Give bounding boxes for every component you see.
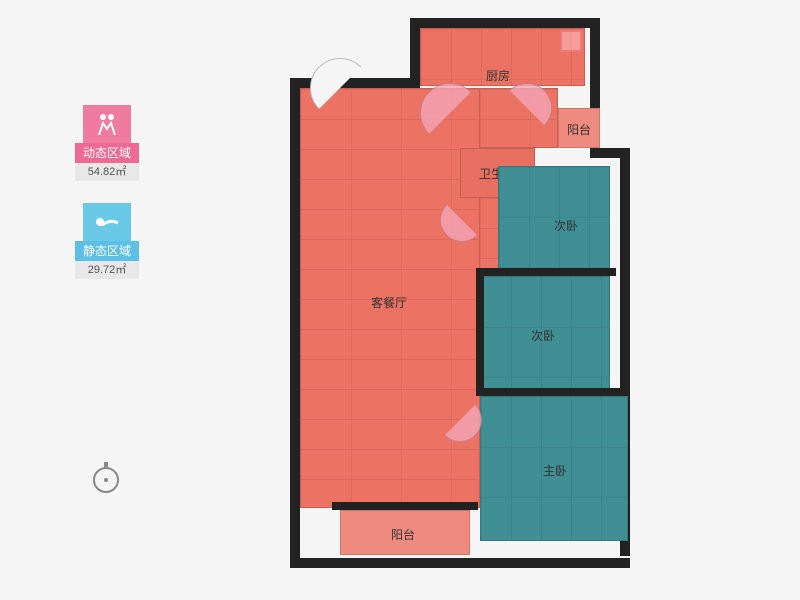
wall bbox=[290, 78, 420, 88]
static-zone-icon bbox=[83, 203, 131, 241]
balcony2-label: 阳台 bbox=[567, 121, 591, 138]
wall bbox=[332, 502, 478, 510]
room-living-ext2 bbox=[480, 198, 498, 276]
legend-dynamic: 动态区域 54.82㎡ bbox=[75, 105, 139, 181]
room-balcony1: 阳台 bbox=[340, 510, 470, 555]
bedroom-s1-label: 次卧 bbox=[554, 217, 578, 234]
wall bbox=[290, 558, 630, 568]
room-bedroom-m: 主卧 bbox=[480, 396, 628, 541]
static-zone-value: 29.72㎡ bbox=[75, 261, 139, 279]
kitchen-label: 厨房 bbox=[486, 67, 510, 84]
bedroom-s2-label: 次卧 bbox=[531, 327, 555, 344]
legend-panel: 动态区域 54.82㎡ 静态区域 29.72㎡ bbox=[75, 105, 139, 301]
wall bbox=[476, 268, 616, 276]
compass-icon bbox=[88, 460, 124, 496]
floorplan: 厨房 客餐厅 阳台 卫生间 次卧 次卧 主卧 阳台 bbox=[280, 18, 650, 578]
wall bbox=[410, 18, 600, 28]
balcony1-label: 阳台 bbox=[391, 526, 415, 543]
wall bbox=[476, 388, 626, 396]
room-balcony2: 阳台 bbox=[558, 108, 600, 148]
room-living: 客餐厅 bbox=[300, 88, 480, 508]
dynamic-zone-label: 动态区域 bbox=[75, 143, 139, 163]
static-zone-label: 静态区域 bbox=[75, 241, 139, 261]
room-bedroom-s2: 次卧 bbox=[480, 276, 610, 391]
bedroom-m-label: 主卧 bbox=[543, 462, 567, 479]
wall bbox=[476, 268, 484, 394]
wall bbox=[410, 18, 420, 86]
window-marker bbox=[560, 30, 582, 52]
dynamic-zone-icon bbox=[83, 105, 131, 143]
dynamic-zone-value: 54.82㎡ bbox=[75, 163, 139, 181]
living-label: 客餐厅 bbox=[371, 294, 407, 311]
wall bbox=[290, 78, 300, 568]
room-bedroom-s1: 次卧 bbox=[498, 166, 610, 271]
legend-static: 静态区域 29.72㎡ bbox=[75, 203, 139, 279]
